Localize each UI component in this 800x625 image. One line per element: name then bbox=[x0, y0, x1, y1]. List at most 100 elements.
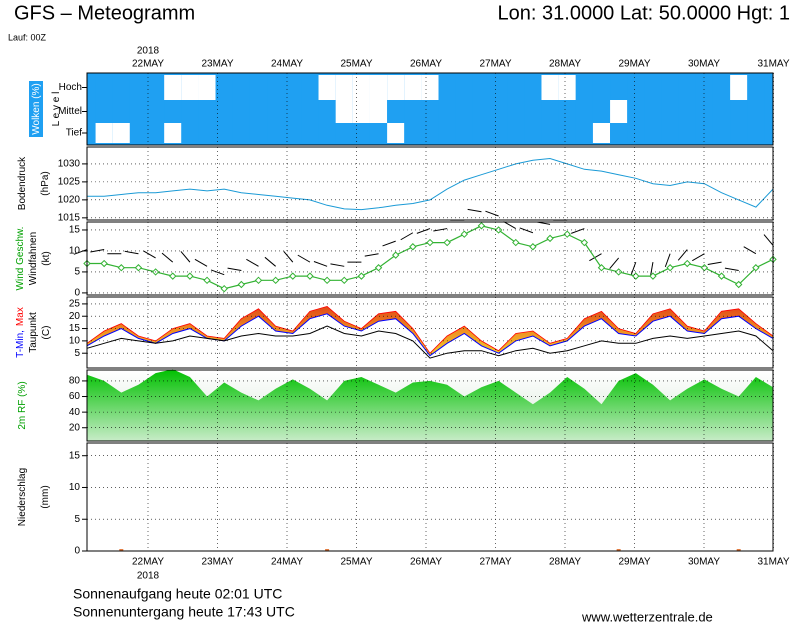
cloud-cell bbox=[112, 123, 130, 143]
y-axis-label-part: (hPa) bbox=[40, 171, 51, 195]
cloud-cell bbox=[627, 123, 645, 143]
date-label-bottom: 27MAY bbox=[479, 557, 511, 568]
date-label-top: 30MAY bbox=[688, 59, 720, 70]
wind-speed-marker bbox=[512, 238, 520, 247]
wind-barb bbox=[630, 261, 637, 276]
cloud-cell bbox=[318, 75, 336, 100]
wind-barb bbox=[143, 250, 156, 259]
y-tick-label: 5 bbox=[74, 267, 80, 278]
date-label-bottom: 31MAY bbox=[757, 557, 789, 568]
cloud-cell bbox=[267, 123, 285, 143]
date-label-top: 22MAY bbox=[132, 59, 164, 70]
date-label-bottom: 29MAY bbox=[618, 557, 650, 568]
cloud-cell bbox=[232, 100, 250, 123]
cloud-cell bbox=[301, 100, 319, 123]
wind-barb bbox=[210, 269, 225, 276]
level-label: Mittel bbox=[58, 106, 82, 117]
wind-barb bbox=[503, 221, 516, 229]
cloud-cell bbox=[112, 75, 130, 100]
website: www.wetterzentrale.de bbox=[581, 609, 713, 624]
cloud-cell bbox=[661, 123, 679, 143]
wind-speed-marker bbox=[597, 264, 606, 272]
wind-speed-marker bbox=[409, 243, 417, 251]
cloud-cell bbox=[764, 75, 773, 100]
y-tick-label: 20 bbox=[69, 422, 81, 433]
y-tick-label: 80 bbox=[69, 376, 81, 387]
date-label-top: 24MAY bbox=[271, 59, 303, 70]
cloud-cell bbox=[455, 75, 473, 100]
wind-barb bbox=[246, 258, 259, 267]
y-axis-label-part: Wind Geschw. bbox=[15, 227, 26, 291]
y-axis-label-part: Niederschlag bbox=[17, 468, 28, 526]
cloud-cell bbox=[438, 123, 456, 143]
wind-speed-marker bbox=[323, 276, 331, 285]
cloud-cell bbox=[198, 123, 216, 143]
panel-border bbox=[86, 72, 774, 146]
cloud-cell bbox=[730, 75, 748, 100]
cloud-cell bbox=[627, 75, 645, 100]
cloud-cell bbox=[558, 75, 576, 100]
cloud-cell bbox=[95, 75, 113, 100]
wind-barb bbox=[283, 251, 294, 263]
wind-barb bbox=[609, 257, 620, 269]
cloud-cell bbox=[575, 100, 593, 123]
wind-barb bbox=[763, 234, 774, 246]
cloud-cell bbox=[490, 75, 508, 100]
cloud-cell bbox=[610, 123, 628, 143]
date-label-bottom: 30MAY bbox=[688, 557, 720, 568]
y-tick-label: 15 bbox=[69, 225, 81, 236]
cloud-cell bbox=[678, 123, 696, 143]
wind-speed-marker bbox=[683, 259, 691, 268]
dewpoint-line bbox=[86, 325, 774, 359]
wind-barb bbox=[227, 267, 242, 272]
wind-speed-marker bbox=[460, 230, 469, 238]
date-label-top: 27MAY bbox=[479, 59, 511, 70]
wind-barb bbox=[519, 227, 534, 234]
wind-barb bbox=[677, 249, 688, 261]
y-axis-label: Niederschlag bbox=[17, 468, 28, 526]
cloud-cell bbox=[490, 123, 508, 143]
wind-speed-marker bbox=[306, 272, 314, 280]
cloud-cell bbox=[592, 123, 611, 143]
wind-barb bbox=[264, 256, 276, 267]
cloud-cell bbox=[387, 100, 405, 123]
y-tick-label: 10 bbox=[69, 482, 81, 493]
y-axis-label-part: Taupunkt bbox=[28, 312, 39, 353]
cloud-cell bbox=[507, 100, 525, 123]
wind-speed-marker bbox=[289, 272, 297, 280]
cloud-cell bbox=[147, 100, 165, 123]
wind-barb bbox=[382, 240, 396, 247]
y-axis-label: T-Min, Max bbox=[15, 307, 26, 358]
y-tick-label: 40 bbox=[69, 407, 81, 418]
wind-barb bbox=[330, 263, 345, 267]
cloud-cell bbox=[164, 100, 182, 123]
cloud-cell bbox=[129, 75, 148, 100]
y-axis-label: Wind Geschw. bbox=[15, 227, 26, 291]
cloud-cell bbox=[369, 75, 388, 100]
y-tick-label: 10 bbox=[69, 246, 81, 257]
cloud-cell bbox=[198, 75, 216, 100]
wind-barb bbox=[180, 251, 191, 263]
wind-barb bbox=[433, 228, 448, 232]
cloud-cell bbox=[267, 100, 285, 123]
cloud-cell bbox=[730, 123, 748, 143]
cloud-cell bbox=[644, 100, 662, 123]
cloud-cell bbox=[87, 123, 96, 143]
y-axis-label: Taupunkt bbox=[28, 312, 39, 353]
wind-speed-marker bbox=[700, 264, 709, 272]
cloud-cell bbox=[455, 123, 473, 143]
wind-barb bbox=[124, 250, 139, 255]
run: Lauf: 00Z bbox=[8, 32, 47, 42]
cloud-cell bbox=[695, 100, 713, 123]
date-label-top: 26MAY bbox=[410, 59, 442, 70]
wind-speed-marker bbox=[169, 272, 177, 280]
wind-speed-marker bbox=[340, 276, 348, 285]
wind-barb bbox=[485, 210, 499, 217]
cloud-cell bbox=[335, 123, 353, 143]
cloud-cell bbox=[507, 123, 525, 143]
precip-bar bbox=[119, 549, 124, 551]
precip-bar bbox=[736, 549, 741, 551]
panel-border bbox=[86, 369, 774, 442]
year-bottom: 2018 bbox=[137, 571, 160, 582]
